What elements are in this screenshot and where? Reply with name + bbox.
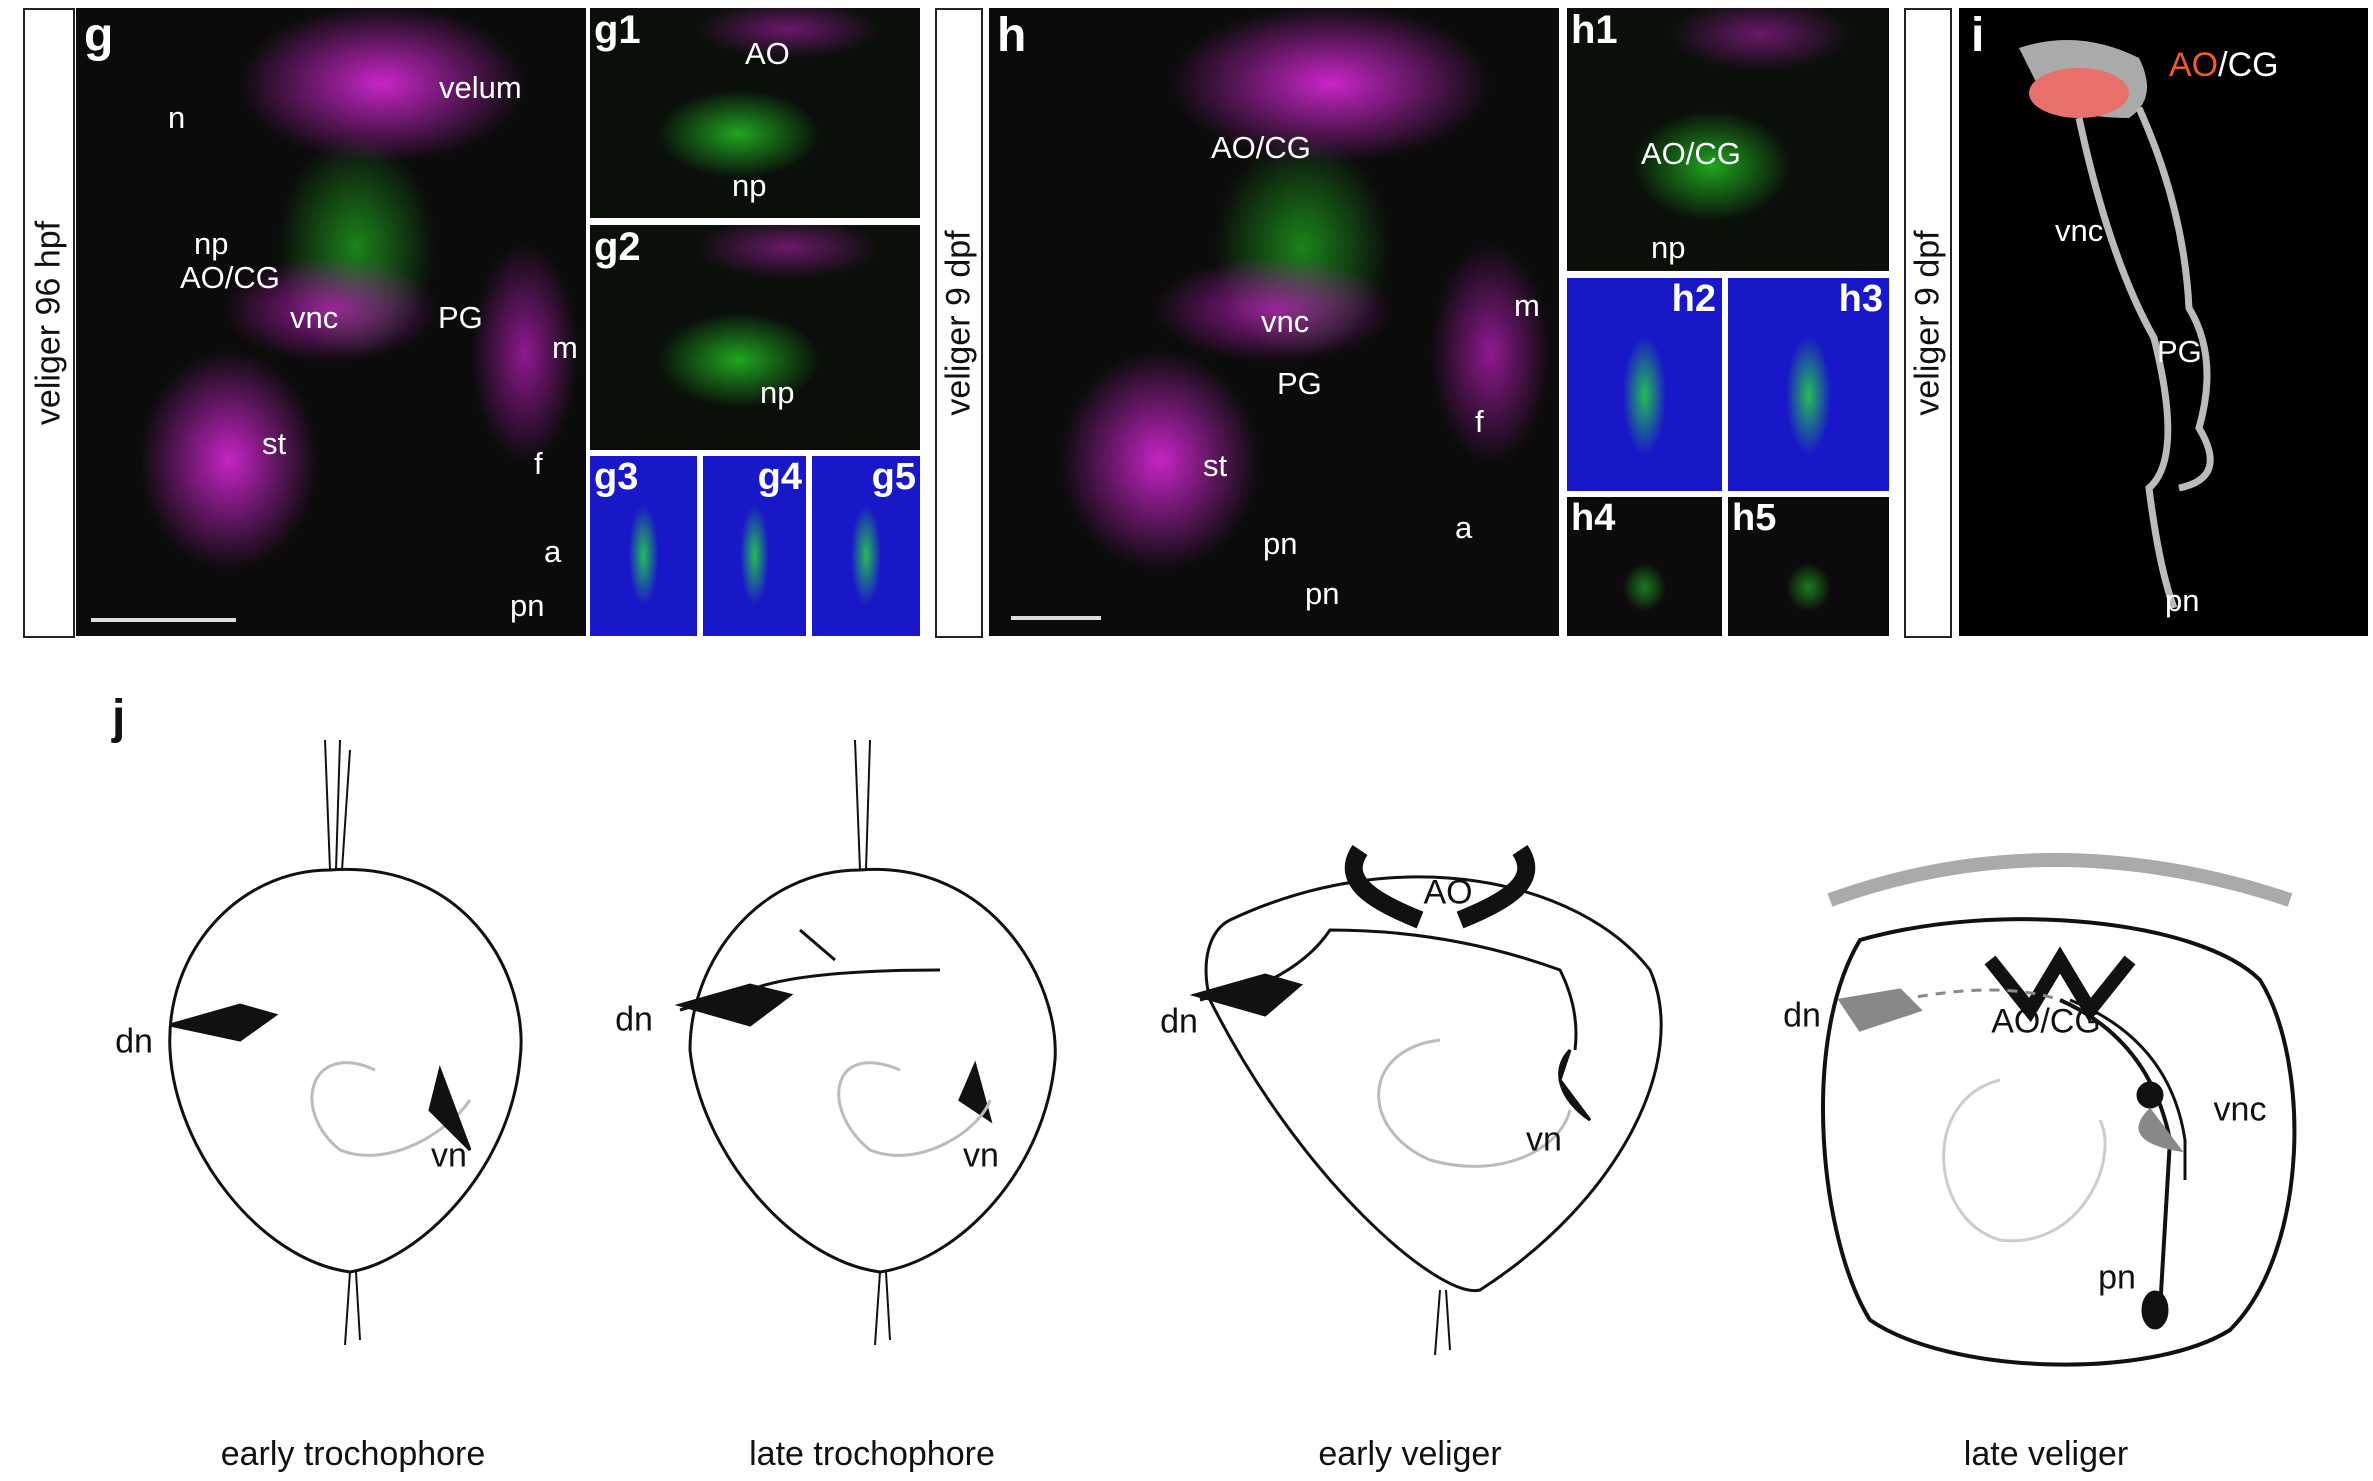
- panel-letter: h: [997, 9, 1027, 62]
- label-vnc: vnc: [2213, 1090, 2267, 1129]
- label: velum: [439, 70, 522, 105]
- caption-late-trochophore: late trochophore: [749, 1435, 995, 1473]
- label: n: [168, 100, 186, 135]
- label: AO: [745, 36, 790, 71]
- caption-early-trochophore: early trochophore: [220, 1435, 486, 1473]
- label: vnc: [1261, 304, 1310, 339]
- label: vnc: [2055, 213, 2104, 248]
- label: a: [1455, 510, 1473, 545]
- label: np: [1651, 230, 1686, 265]
- label-vn: vn: [431, 1136, 467, 1175]
- label: PG: [1277, 366, 1322, 401]
- label: AO/CG: [180, 260, 280, 295]
- panel-i-render: i AO/CG vnc PG pn: [1959, 8, 2368, 636]
- panel-h3-image: h3: [1728, 278, 1889, 491]
- label-ao-cg: AO/CG: [1991, 1002, 2101, 1041]
- label-ao: AO: [2169, 46, 2219, 84]
- panel-letter: i: [1971, 9, 1985, 62]
- label-pn: pn: [2098, 1258, 2136, 1297]
- side-label-g: veliger 96 hpf: [23, 8, 75, 638]
- panel-g-image: g velum n np AO/CG vnc PG m st f a pn: [76, 8, 586, 636]
- caption-late-veliger: late veliger: [1963, 1435, 2129, 1473]
- label: f: [1475, 404, 1484, 439]
- label: vnc: [290, 300, 339, 335]
- panel-letter: g: [84, 9, 114, 62]
- label: PG: [2157, 334, 2202, 369]
- label: f: [534, 446, 543, 481]
- panel-h5-image: h5: [1728, 497, 1889, 636]
- caption-early-veliger: early veliger: [1318, 1435, 1502, 1473]
- label-dn: dn: [1783, 996, 1821, 1035]
- label-ao: AO: [1423, 873, 1473, 912]
- label: np: [194, 226, 229, 261]
- panel-letter: h1: [1571, 8, 1618, 52]
- panel-letter: g2: [594, 225, 641, 269]
- panel-g5-image: g5: [812, 456, 920, 636]
- label: pn: [510, 588, 545, 623]
- label: a: [544, 534, 562, 569]
- side-label-i: veliger 9 dpf: [1904, 8, 1952, 638]
- panel-g4-image: g4: [703, 456, 806, 636]
- panel-g3-image: g3: [590, 456, 697, 636]
- panel-letter-j: j: [112, 691, 126, 744]
- label: pn: [1263, 526, 1298, 561]
- panel-g2-image: g2 np: [590, 225, 920, 450]
- label: pn: [2165, 583, 2200, 618]
- label-vn: vn: [1526, 1120, 1562, 1159]
- label: st: [262, 426, 287, 461]
- label-dn: dn: [115, 1022, 153, 1061]
- panel-h1-image: h1 AO/CG np: [1567, 8, 1889, 271]
- label: m: [1514, 288, 1540, 323]
- label: st: [1203, 448, 1228, 483]
- panel-letter: g5: [871, 456, 916, 498]
- panel-letter: g4: [757, 456, 802, 498]
- panel-letter: g1: [594, 8, 641, 52]
- panel-letter: h5: [1732, 497, 1777, 539]
- label-dn: dn: [1160, 1002, 1198, 1041]
- label: np: [760, 375, 795, 410]
- label-cg: /CG: [2218, 46, 2279, 84]
- label-vn: vn: [963, 1136, 999, 1175]
- panel-letter: h4: [1571, 497, 1616, 539]
- label: pn: [1305, 576, 1340, 611]
- side-label-h: veliger 9 dpf: [935, 8, 983, 638]
- panel-letter: g3: [594, 456, 639, 498]
- label-dn: dn: [615, 1000, 653, 1039]
- label: PG: [438, 300, 483, 335]
- label: AO/CG: [1211, 130, 1311, 165]
- nervous-system-render: [2019, 40, 2214, 610]
- label: AO/CG: [1641, 136, 1741, 171]
- scale-bar: [91, 618, 236, 622]
- panel-h4-image: h4: [1567, 497, 1722, 636]
- panel-h2-image: h2: [1567, 278, 1722, 491]
- panel-h-image: h AO/CG vnc PG m f st a pn pn: [989, 8, 1559, 636]
- panel-letter: h3: [1838, 278, 1883, 320]
- label: np: [732, 168, 767, 203]
- scale-bar: [1011, 616, 1101, 620]
- panel-g1-image: g1 AO np: [590, 8, 920, 218]
- panel-letter: h2: [1671, 278, 1716, 320]
- label: m: [552, 330, 578, 365]
